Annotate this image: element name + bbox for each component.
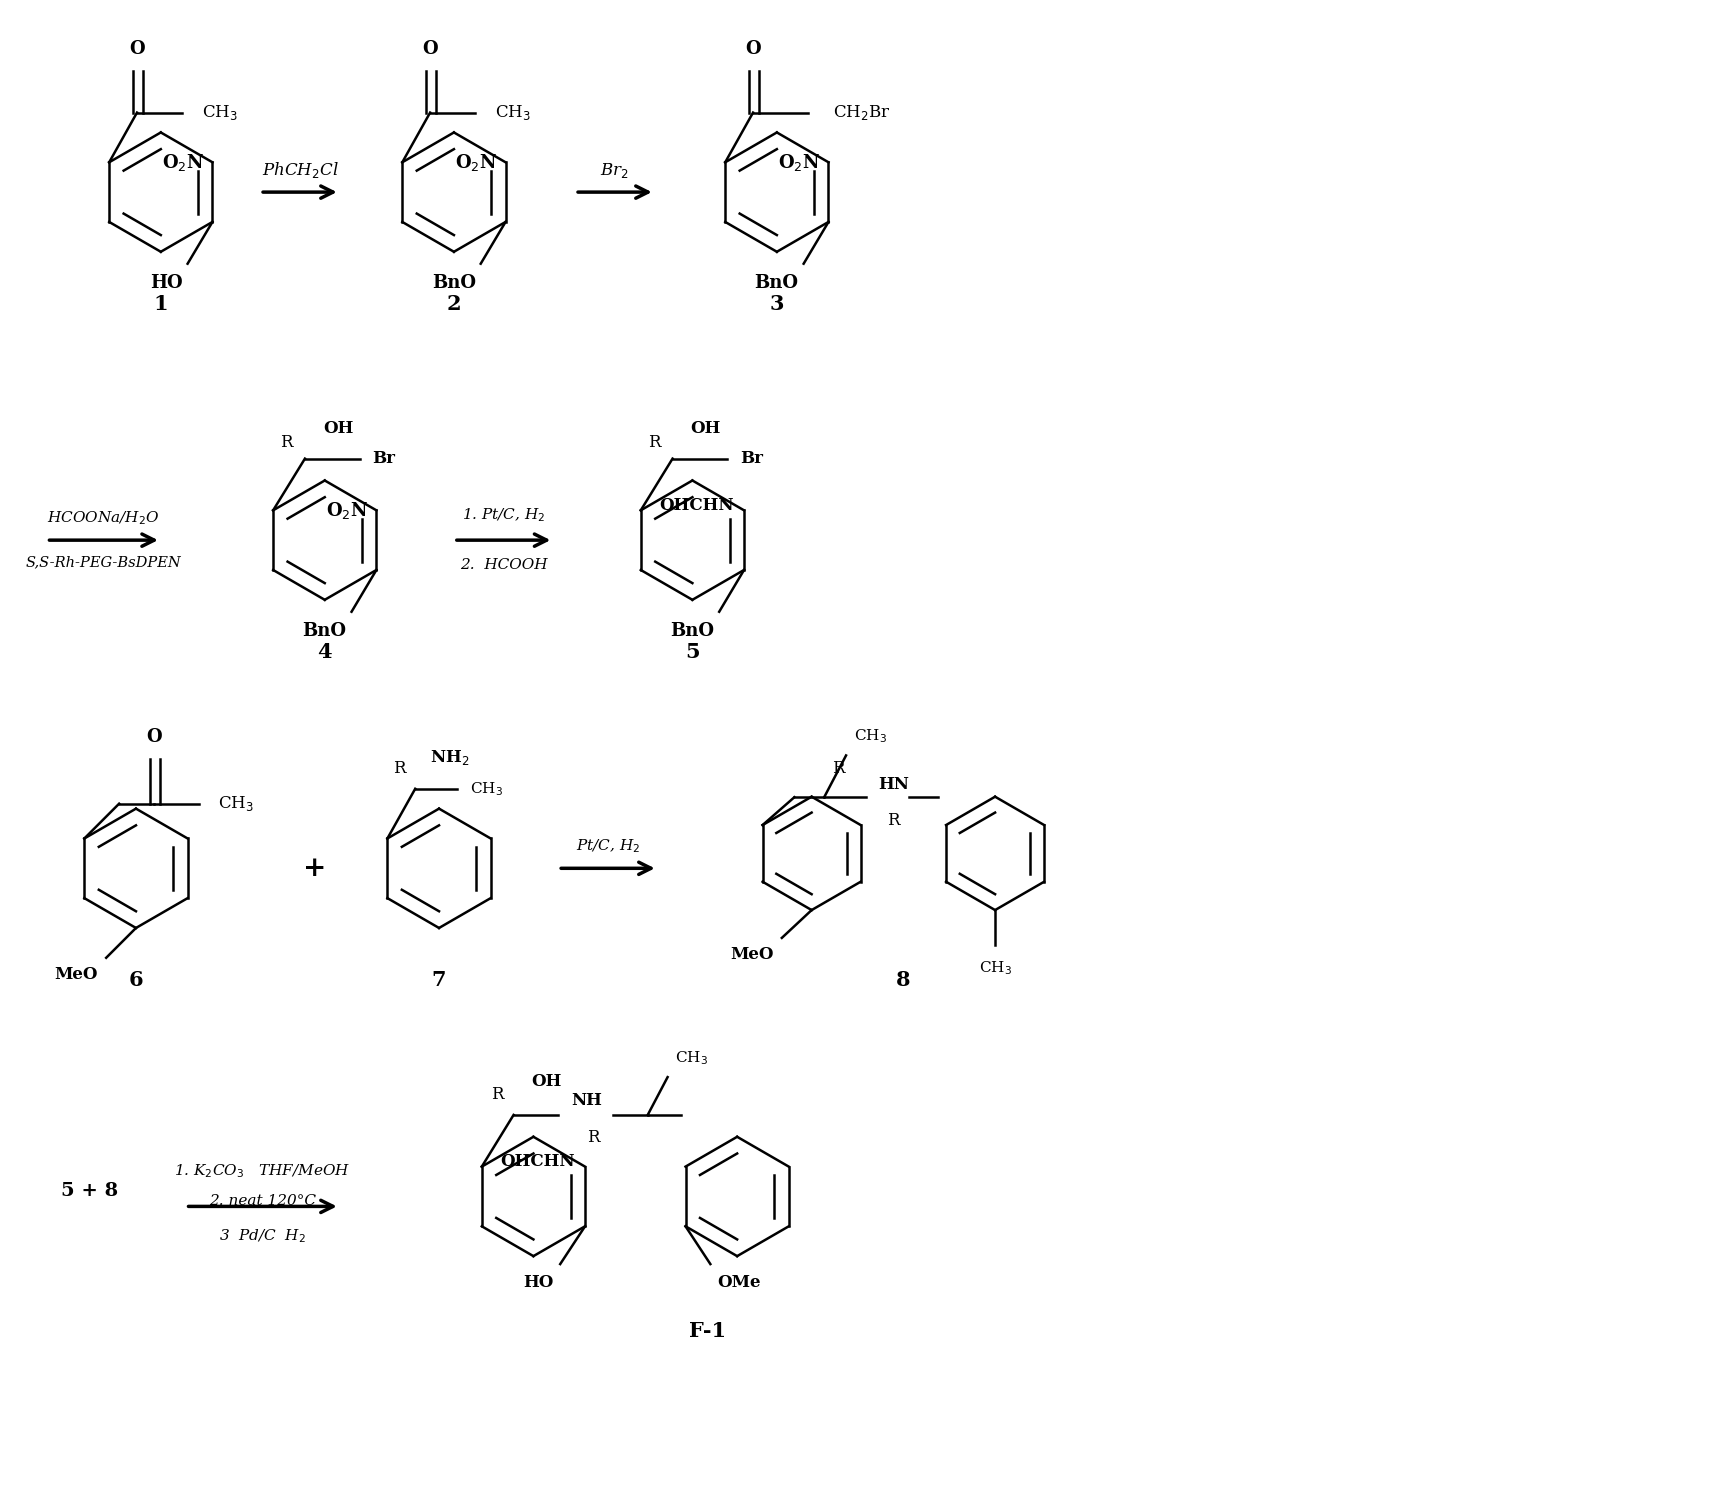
Text: BnO: BnO xyxy=(670,622,713,640)
Text: Br: Br xyxy=(741,450,763,468)
Text: R: R xyxy=(887,812,901,829)
Text: CH$_3$: CH$_3$ xyxy=(201,103,237,122)
Text: 1. Pt/C, H$_2$: 1. Pt/C, H$_2$ xyxy=(462,506,545,524)
Text: 8: 8 xyxy=(896,969,911,990)
Text: PhCH$_2$Cl: PhCH$_2$Cl xyxy=(261,161,339,180)
Text: 5: 5 xyxy=(686,642,700,661)
Text: CH$_2$Br: CH$_2$Br xyxy=(832,103,890,122)
Text: O: O xyxy=(423,40,438,58)
Text: OHCHN: OHCHN xyxy=(660,497,734,514)
Text: F-1: F-1 xyxy=(689,1321,725,1340)
Text: HO: HO xyxy=(523,1275,554,1291)
Text: S,S-Rh-PEG-BsDPEN: S,S-Rh-PEG-BsDPEN xyxy=(26,555,180,569)
Text: 7: 7 xyxy=(431,969,447,990)
Text: NH: NH xyxy=(571,1091,602,1109)
Text: 1. K$_2$CO$_3$   THF/MeOH: 1. K$_2$CO$_3$ THF/MeOH xyxy=(174,1163,351,1181)
Text: O: O xyxy=(129,40,144,58)
Text: OHCHN: OHCHN xyxy=(500,1152,576,1170)
Text: CH$_3$: CH$_3$ xyxy=(218,794,254,813)
Text: OH: OH xyxy=(531,1074,562,1090)
Text: O$_2$N: O$_2$N xyxy=(327,500,368,521)
Text: CH$_3$: CH$_3$ xyxy=(674,1050,708,1068)
Text: CH$_3$: CH$_3$ xyxy=(495,103,531,122)
Text: R: R xyxy=(392,759,406,777)
Text: BnO: BnO xyxy=(431,274,476,292)
Text: BnO: BnO xyxy=(303,622,347,640)
Text: MeO: MeO xyxy=(731,946,774,963)
Text: +: + xyxy=(303,855,327,881)
Text: R: R xyxy=(280,433,292,451)
Text: R: R xyxy=(648,433,660,451)
Text: MeO: MeO xyxy=(55,966,98,983)
Text: 1: 1 xyxy=(153,293,168,314)
Text: CH$_3$: CH$_3$ xyxy=(469,780,504,798)
Text: R: R xyxy=(586,1129,600,1147)
Text: OH: OH xyxy=(691,420,720,436)
Text: Br: Br xyxy=(373,450,395,468)
Text: O$_2$N: O$_2$N xyxy=(779,152,820,173)
Text: 2. neat 120°C: 2. neat 120°C xyxy=(208,1194,316,1209)
Text: Br$_2$: Br$_2$ xyxy=(600,161,629,180)
Text: HCOONa/H$_2$O: HCOONa/H$_2$O xyxy=(46,509,160,527)
Text: HN: HN xyxy=(878,776,909,794)
Text: R: R xyxy=(832,761,844,777)
Text: Pt/C, H$_2$: Pt/C, H$_2$ xyxy=(576,838,639,855)
Text: R: R xyxy=(492,1085,504,1103)
Text: CH$_3$: CH$_3$ xyxy=(854,728,887,746)
Text: 2.  HCOOH: 2. HCOOH xyxy=(461,558,547,572)
Text: HO: HO xyxy=(150,274,182,292)
Text: BnO: BnO xyxy=(755,274,799,292)
Text: O: O xyxy=(146,728,162,746)
Text: 3: 3 xyxy=(770,293,784,314)
Text: 6: 6 xyxy=(129,969,143,990)
Text: CH$_3$: CH$_3$ xyxy=(978,960,1011,977)
Text: NH$_2$: NH$_2$ xyxy=(430,747,469,767)
Text: O$_2$N: O$_2$N xyxy=(162,152,205,173)
Text: 3  Pd/C  H$_2$: 3 Pd/C H$_2$ xyxy=(218,1227,306,1245)
Text: 2: 2 xyxy=(447,293,461,314)
Text: 5 + 8: 5 + 8 xyxy=(62,1182,119,1200)
Text: O$_2$N: O$_2$N xyxy=(456,152,497,173)
Text: 4: 4 xyxy=(318,642,332,661)
Text: O: O xyxy=(746,40,762,58)
Text: OMe: OMe xyxy=(717,1275,762,1291)
Text: OH: OH xyxy=(323,420,352,436)
